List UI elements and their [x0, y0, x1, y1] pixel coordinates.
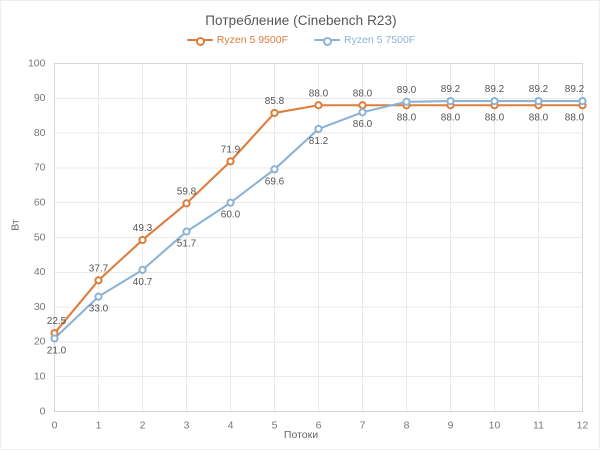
data-point-label: 71.9: [221, 144, 241, 155]
legend-dot-series-1: [323, 36, 332, 46]
x-tick-label: 7: [360, 420, 366, 432]
data-point[interactable]: [446, 96, 455, 106]
x-tick-label: 10: [489, 420, 501, 432]
legend-marker-series-0: [186, 35, 213, 46]
data-point-label: 89.0: [397, 85, 417, 96]
data-point[interactable]: [94, 292, 103, 301]
data-point[interactable]: [226, 198, 235, 207]
x-tick-label: 3: [184, 420, 190, 432]
x-tick-label: 8: [404, 420, 410, 432]
x-tick-label: 4: [228, 420, 234, 432]
data-point-label: 49.3: [133, 223, 153, 234]
y-tick-label: 50: [34, 231, 46, 243]
data-point-label: 81.2: [309, 136, 329, 147]
data-point-label: 88.0: [565, 112, 585, 123]
y-tick-label: 30: [34, 301, 46, 313]
x-tick-label: 12: [577, 420, 589, 432]
legend-item-series-1[interactable]: Ryzen 5 7500F: [314, 34, 415, 46]
data-point-label: 85.8: [265, 96, 285, 107]
x-tick-label: 0: [52, 420, 58, 432]
data-point-label: 89.2: [485, 84, 505, 95]
plot-frame: [54, 63, 583, 412]
legend-label-series-0: Ryzen 5 9500F: [216, 34, 288, 46]
data-point[interactable]: [534, 96, 543, 106]
data-point[interactable]: [358, 101, 367, 110]
data-point-label: 88.0: [309, 88, 329, 99]
data-point[interactable]: [50, 334, 59, 343]
data-point[interactable]: [138, 265, 147, 274]
data-point-label: 40.7: [133, 277, 153, 288]
data-point[interactable]: [270, 108, 279, 118]
data-point-label: 59.8: [177, 186, 197, 197]
data-point-label: 22.5: [47, 316, 67, 327]
y-tick-label: 80: [34, 127, 46, 139]
legend-label-series-1: Ryzen 5 7500F: [344, 34, 416, 46]
data-point-label: 88.0: [353, 88, 373, 99]
chart-title: Потребление (Cinebench R23): [205, 13, 397, 28]
y-tick-label: 90: [34, 92, 46, 104]
x-axis-title: Потоки: [283, 429, 319, 441]
y-tick-label: 0: [40, 405, 46, 417]
legend-item-series-0[interactable]: Ryzen 5 9500F: [186, 34, 288, 46]
data-point[interactable]: [314, 124, 323, 134]
data-point[interactable]: [94, 276, 103, 285]
x-tick-label: 2: [140, 420, 146, 432]
y-tick-label: 40: [34, 266, 46, 278]
data-point[interactable]: [270, 165, 279, 174]
y-tick-label: 10: [34, 370, 46, 382]
data-point[interactable]: [138, 235, 147, 245]
x-tick-label: 11: [533, 420, 544, 432]
data-point-label: 69.6: [265, 176, 285, 187]
data-point[interactable]: [402, 97, 411, 106]
data-point-label: 88.0: [529, 112, 549, 123]
legend-marker-series-1: [314, 35, 340, 46]
data-point[interactable]: [358, 108, 367, 117]
data-point-label: 88.0: [441, 112, 461, 123]
y-tick-label: 20: [34, 336, 46, 348]
data-point-label: 21.0: [47, 345, 67, 356]
y-tick-label: 70: [34, 162, 46, 174]
y-tick-label: 60: [34, 196, 46, 208]
data-point-label: 60.0: [221, 210, 241, 221]
data-point[interactable]: [578, 96, 587, 106]
data-point-label: 89.2: [441, 84, 461, 95]
y-tick-label: 100: [28, 57, 46, 69]
x-tick-label: 6: [316, 420, 322, 432]
legend-dot-series-0: [195, 36, 205, 46]
x-tick-label: 1: [96, 420, 102, 432]
data-point-label: 33.0: [89, 304, 109, 315]
data-point-label: 37.7: [89, 263, 109, 274]
data-point[interactable]: [182, 227, 191, 236]
data-point-label: 88.0: [397, 112, 417, 123]
x-tick-label: 9: [448, 420, 454, 432]
data-point[interactable]: [490, 96, 499, 106]
data-point-label: 89.2: [529, 84, 549, 95]
data-point[interactable]: [314, 101, 323, 110]
x-tick-label: 5: [272, 420, 278, 432]
data-point-label: 86.0: [353, 119, 373, 130]
data-point[interactable]: [182, 199, 191, 208]
data-point-label: 51.7: [177, 239, 197, 250]
data-point-label: 88.0: [485, 112, 505, 123]
chart-legend: Ryzen 5 9500F Ryzen 5 7500F: [1, 34, 599, 46]
data-point-label: 89.2: [565, 84, 585, 95]
data-point[interactable]: [226, 157, 235, 166]
